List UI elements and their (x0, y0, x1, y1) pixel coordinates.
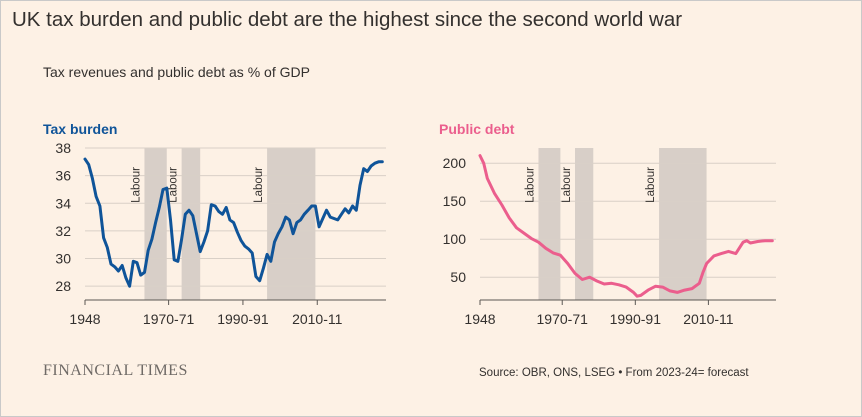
debt-x-tick-label: 1990-91 (610, 311, 662, 327)
debt-labour-label: Labour (561, 167, 573, 203)
debt-labour-band (659, 148, 707, 300)
debt-x-tick-label: 1970-71 (537, 311, 589, 327)
debt-y-tick-label: 150 (443, 193, 467, 209)
tax-y-tick-label: 36 (55, 168, 71, 184)
tax-labour-label: Labour (253, 167, 265, 203)
debt-labour-label: Labour (645, 167, 657, 203)
debt-series-line (478, 154, 774, 298)
tax-chart: 28 30 32 34 36 38 1948 1970-71 1990-91 2010-11 Lab… (43, 121, 386, 327)
debt-chart-title: Public debt (439, 121, 515, 137)
debt-x-tick-label: 1948 (464, 311, 495, 327)
tax-series-line (83, 157, 384, 288)
figure-title: UK tax burden and public debt are the hi… (12, 8, 683, 31)
debt-y-tick-label: 200 (443, 155, 467, 171)
tax-y-tick-label: 38 (55, 140, 71, 156)
tax-labour-band (181, 148, 201, 300)
debt-labour-band (538, 148, 561, 300)
tax-labour-label: Labour (168, 167, 180, 203)
tax-y-tick-label: 32 (55, 223, 71, 239)
tax-y-tick-label: 28 (55, 278, 71, 294)
tax-y-tick-label: 34 (55, 195, 71, 211)
tax-x-tick-label: 1970-71 (143, 311, 195, 327)
debt-y-tick-label: 100 (443, 231, 467, 247)
source-note: Source: OBR, ONS, LSEG • From 2023-24= f… (479, 367, 749, 379)
tax-x-tick-label: 1990-91 (217, 311, 269, 327)
debt-chart: 50 100 150 200 1948 1970-71 1990-91 2010-11 Labo… (439, 121, 776, 327)
debt-labour-band (575, 148, 594, 300)
debt-x-tick-label: 2010-11 (683, 311, 734, 327)
tax-chart-title: Tax burden (43, 121, 117, 137)
tax-x-tick-label: 2010-11 (292, 311, 343, 327)
debt-y-tick-label: 50 (450, 269, 466, 285)
figure-subtitle: Tax revenues and public debt as % of GDP (43, 64, 310, 80)
tax-x-tick-label: 1948 (69, 311, 100, 327)
debt-labour-label: Labour (525, 167, 537, 203)
tax-labour-label: Labour (130, 167, 142, 203)
financial-times-logo: FINANCIAL TIMES (43, 362, 188, 379)
tax-y-tick-label: 30 (55, 251, 71, 267)
